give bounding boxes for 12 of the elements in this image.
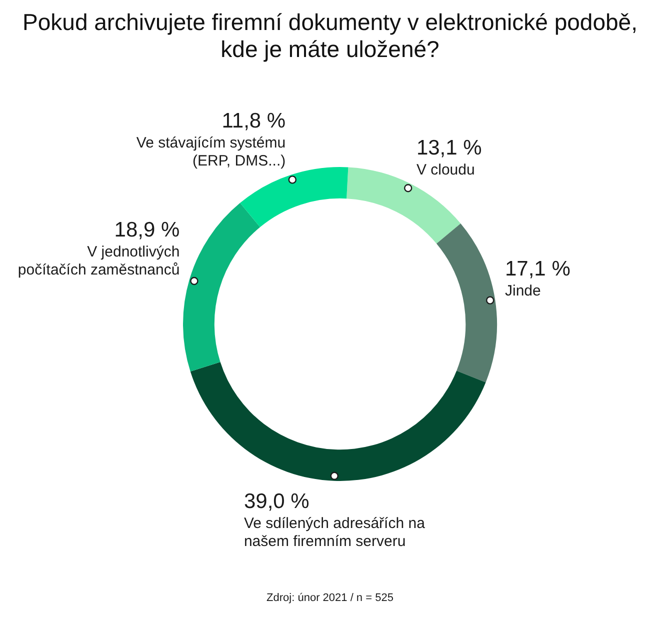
slice-label: V jednotlivých počítačích zaměstnanců bbox=[18, 244, 180, 279]
data-label: 11,8 % bbox=[222, 109, 286, 132]
data-label: 18,9 % bbox=[114, 218, 180, 242]
data-label: 13,1 % bbox=[416, 136, 482, 160]
slice-label: Ve stávajícím systému (ERP, DMS...) bbox=[136, 134, 286, 170]
chart-title: Pokud archivujete firemní dokumenty v elektronické podobě, kde je máte uložené? bbox=[22, 9, 638, 62]
slice-label: V cloudu bbox=[416, 161, 475, 178]
text: Zdroj: únor 2021 / n = 525 bbox=[266, 592, 394, 604]
data-label: 17,1 % bbox=[504, 257, 570, 280]
slice-label: Ve sdílených adresářích na našem firemním serveru bbox=[244, 514, 426, 550]
slice-label: Jinde bbox=[504, 282, 541, 300]
data-label: 39,0 % bbox=[244, 490, 310, 513]
